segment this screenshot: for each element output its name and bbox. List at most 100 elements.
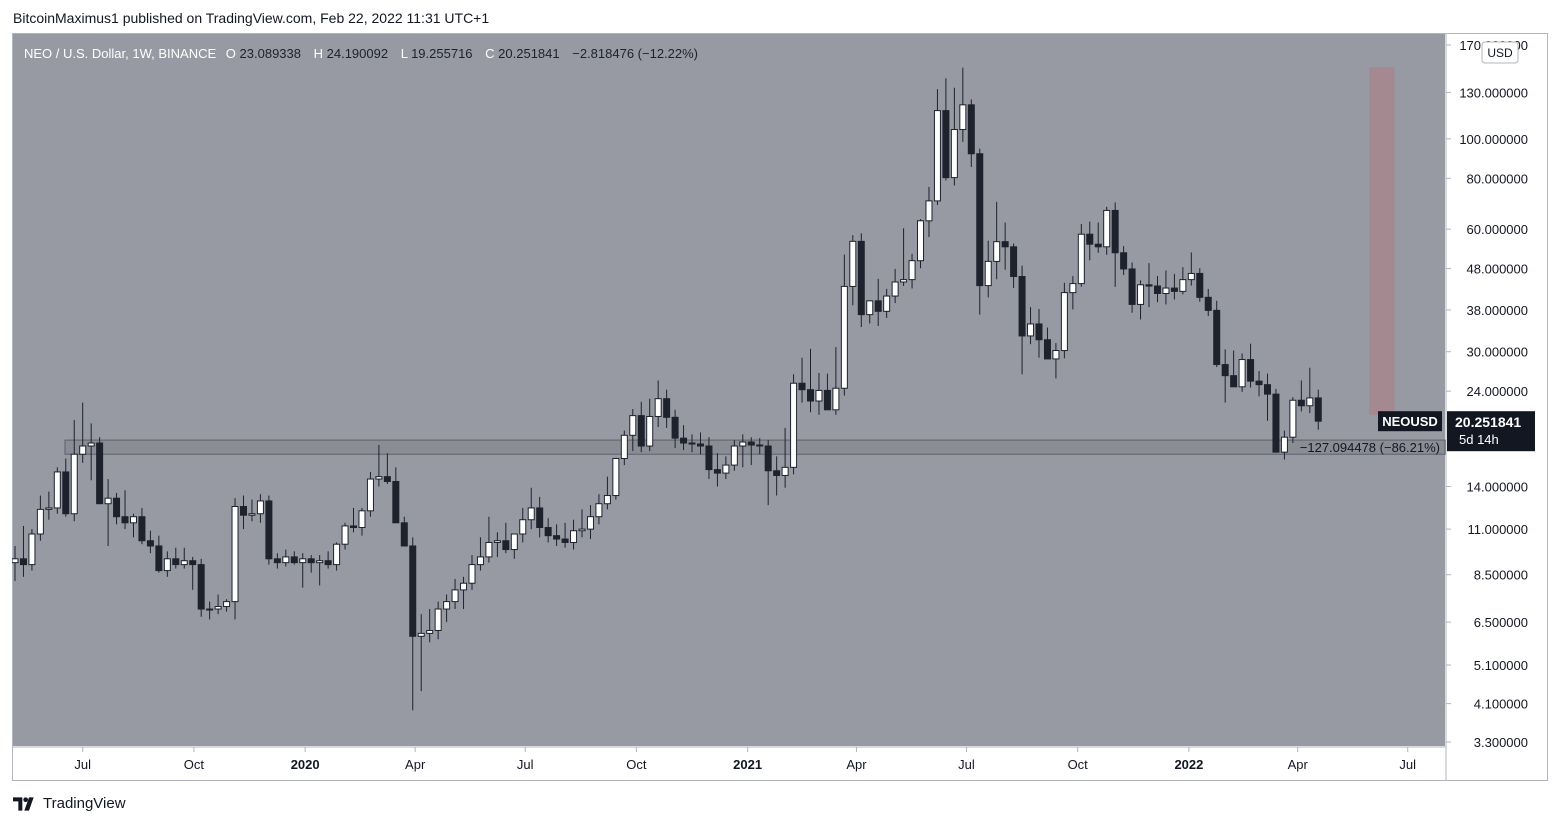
- candle-body-down: [764, 445, 772, 472]
- candle-body-down: [1204, 296, 1212, 311]
- price-tick-label: 4.100000: [1474, 697, 1528, 712]
- candle-body-up: [832, 387, 840, 411]
- candle-body-down: [536, 507, 544, 529]
- price-tick-label: 80.000000: [1467, 171, 1528, 186]
- candle-body-up: [917, 220, 925, 262]
- price-tag-box: [1447, 411, 1535, 452]
- candle-body-up: [739, 441, 747, 447]
- candle-body-down: [1196, 272, 1204, 298]
- price-tick-label: 14.000000: [1467, 479, 1528, 494]
- currency-badge[interactable]: USD: [1481, 41, 1519, 64]
- candle-body-down: [324, 560, 332, 566]
- candle-body-up: [578, 528, 586, 532]
- candle-body-down: [1272, 393, 1280, 453]
- time-tick-label: 2022: [1174, 757, 1203, 772]
- candle-body-up: [620, 434, 628, 459]
- candle-body-up: [180, 560, 188, 566]
- candle-body-up: [595, 503, 603, 518]
- currency-badge-label[interactable]: USD: [1487, 46, 1513, 60]
- candle-body-down: [1043, 339, 1051, 360]
- candle-body-up: [79, 445, 87, 455]
- price-tick-label: 60.000000: [1467, 222, 1528, 237]
- price-tick-label: 30.000000: [1467, 345, 1528, 360]
- candle-body-down: [976, 153, 984, 287]
- candle-body-up: [70, 453, 78, 515]
- candle-body-up: [476, 556, 484, 566]
- candle-body-up: [223, 601, 231, 608]
- candle-body-down: [773, 470, 781, 476]
- candle-body-up: [434, 608, 442, 631]
- price-tick-label: 8.500000: [1474, 568, 1528, 583]
- candle-body-up: [883, 295, 891, 312]
- candle-body-down: [1213, 309, 1221, 366]
- ohlc-l-label: L: [401, 46, 408, 61]
- candle-body-up: [908, 260, 916, 281]
- candle-body-down: [696, 443, 704, 447]
- candle-body-up: [426, 629, 434, 634]
- candle-body-down: [1120, 252, 1128, 270]
- candle-body-down: [544, 527, 552, 537]
- candle-body-up: [443, 601, 451, 610]
- candle-body-up: [460, 582, 468, 591]
- ohlc-symbol: NEO / U.S. Dollar, 1W, BINANCE: [24, 46, 216, 61]
- candle-body-up: [417, 632, 425, 637]
- candle-body-down: [1170, 287, 1178, 292]
- candle-body-up: [493, 540, 501, 543]
- tradingview-logo-icon: [13, 796, 34, 811]
- ohlc-o-label: O: [226, 46, 236, 61]
- price-tick-label: 100.000000: [1459, 132, 1528, 147]
- ohlc-change: −2.818476 (−12.22%): [572, 46, 698, 61]
- candle-body-down: [553, 535, 561, 540]
- candle-body-down: [400, 522, 408, 547]
- candle-body-up: [316, 560, 324, 564]
- candle-body-down: [1018, 276, 1026, 337]
- candle-body-up: [1103, 209, 1111, 248]
- candle-body-down: [1035, 323, 1043, 341]
- candle-body-up: [45, 507, 53, 510]
- candle-body-up: [468, 564, 476, 584]
- candle-body-down: [874, 300, 882, 312]
- candle-body-up: [36, 508, 44, 535]
- ohlc-legend: NEO / U.S. Dollar, 1W, BINANCE O 23.0893…: [24, 46, 698, 61]
- candle-body-up: [586, 516, 594, 530]
- candle-body-down: [155, 545, 163, 572]
- candle-body-down: [350, 525, 358, 529]
- candle-body-up: [840, 285, 848, 389]
- candle-body-up: [87, 442, 95, 447]
- candle-body-down: [680, 437, 688, 444]
- candle-body-up: [366, 478, 374, 512]
- candle-body-up: [358, 510, 366, 529]
- candle-body-up: [984, 260, 992, 287]
- candle-body-down: [756, 444, 764, 447]
- candle-body-up: [341, 525, 349, 545]
- chart-svg[interactable]: NEO / U.S. Dollar, 1W, BINANCE O 23.0893…: [12, 33, 1548, 781]
- time-axis-ticks: Jul Oct 2020 Apr Jul Oct 2021 Apr Jul Oct 2022 Apr J…: [74, 747, 1416, 772]
- time-tick-label: Jul: [958, 757, 975, 772]
- candle-body-down: [146, 540, 154, 547]
- candle-body-down: [1128, 268, 1136, 305]
- candle-body-up: [1238, 359, 1246, 388]
- last-price-tag: NEOUSD 20.251841 5d 14h: [1378, 411, 1535, 452]
- published-header: BitcoinMaximus1 published on TradingView…: [13, 10, 490, 26]
- candle-body-down: [1263, 384, 1271, 395]
- time-tick-label: Oct: [626, 757, 647, 772]
- footer-brand[interactable]: TradingView: [13, 795, 126, 812]
- candle-body-down: [172, 558, 180, 566]
- candle-body-up: [1069, 283, 1077, 294]
- candle-body-up: [570, 530, 578, 543]
- candle-body-down: [561, 538, 569, 543]
- candle-body-down: [747, 441, 755, 446]
- currency-badge-box[interactable]: [1481, 41, 1519, 64]
- candle-body-up: [206, 608, 214, 611]
- candle-body-up: [104, 497, 112, 505]
- candle-body-down: [62, 471, 70, 515]
- candle-body-down: [290, 556, 298, 564]
- candle-body-down: [409, 545, 417, 637]
- candle-body-up: [1289, 399, 1297, 438]
- candle-body-up: [282, 556, 290, 564]
- candle-body-down: [1255, 380, 1263, 386]
- candle-body-down: [807, 389, 815, 402]
- time-tick-label: 2021: [733, 757, 762, 772]
- ohlc-l-value: 19.255716: [411, 46, 472, 61]
- price-tick-label: 11.000000: [1468, 522, 1529, 537]
